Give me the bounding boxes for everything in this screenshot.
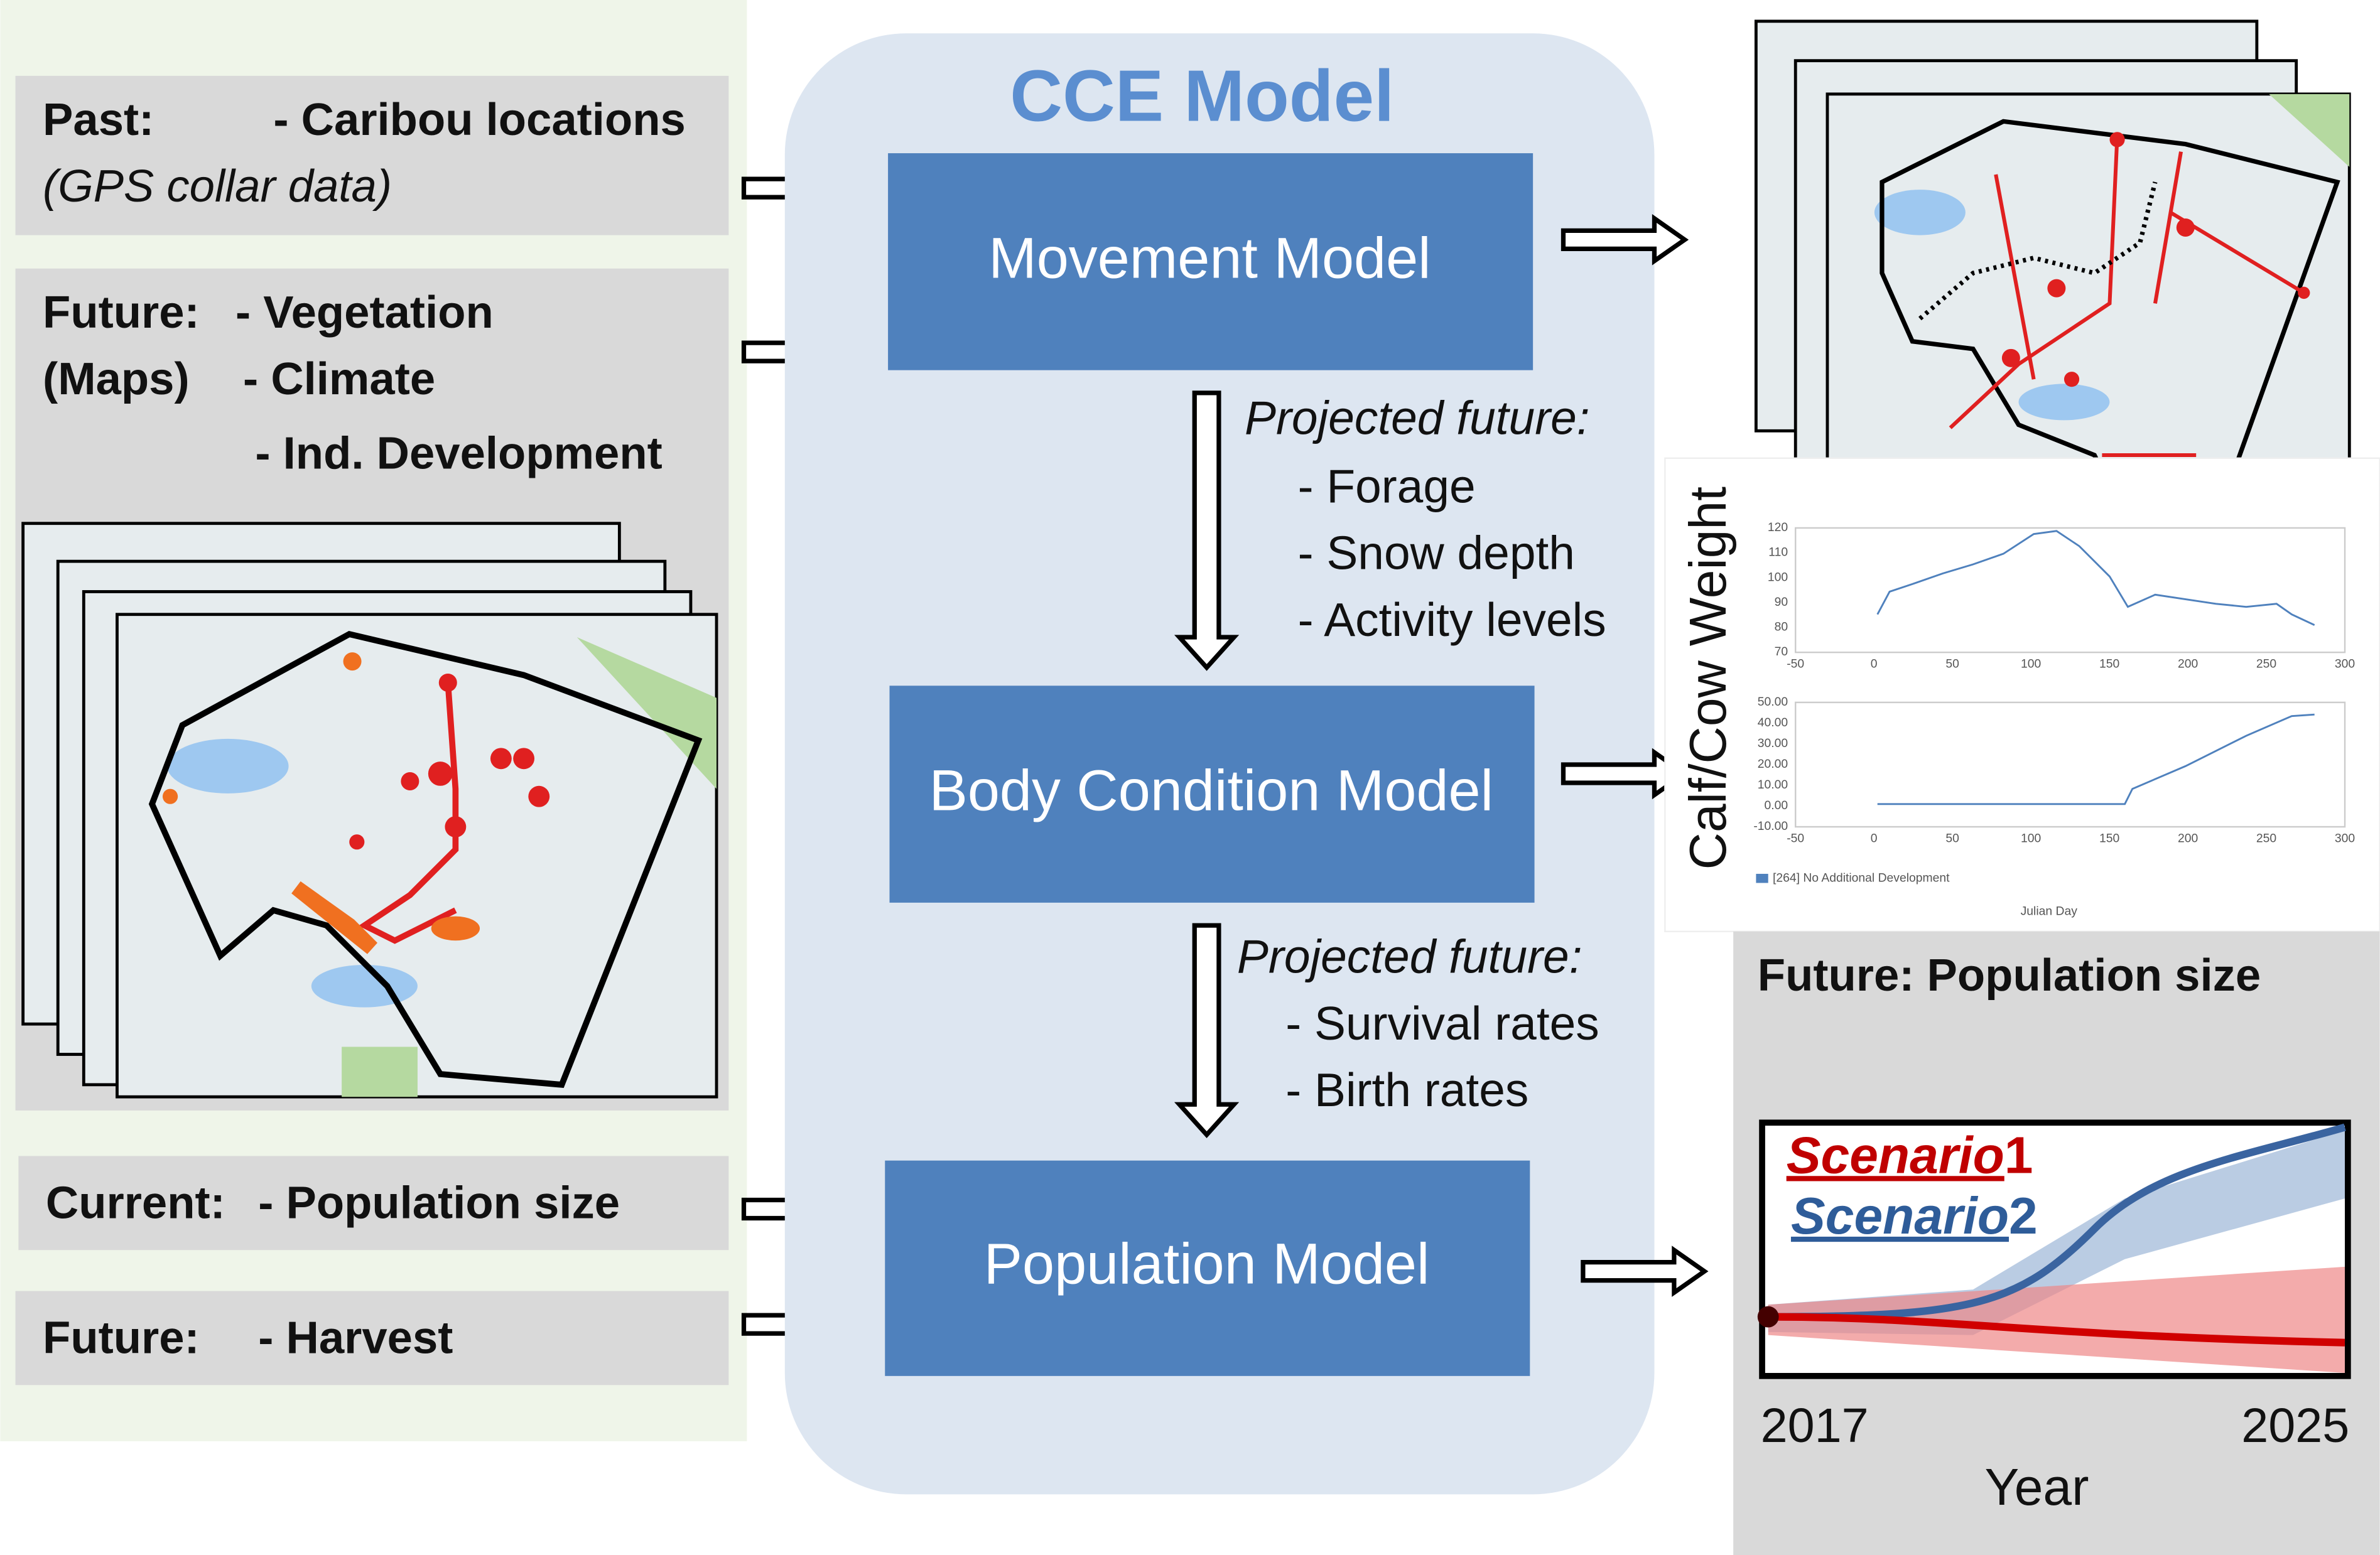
weight-xtick: 300 — [2335, 832, 2355, 845]
future-item: - Climate — [243, 353, 435, 404]
x-end: 2025 — [2241, 1399, 2349, 1453]
weight-bottom-ytick: 40.00 — [1758, 716, 1788, 729]
future-item: - Ind. Development — [255, 428, 662, 479]
projection-heading: Projected future: — [1237, 930, 1582, 982]
weight-top-ytick: 110 — [1768, 546, 1788, 559]
x-start: 2017 — [1761, 1399, 1869, 1453]
movement-maps — [1756, 21, 2349, 507]
scenario-name: Scenario — [1787, 1127, 2004, 1184]
weight-xtick: 0 — [1871, 658, 1878, 671]
weight-xtick: 0 — [1871, 832, 1878, 845]
past-note: (GPS collar data) — [43, 161, 392, 212]
weight-top-ytick: 70 — [1775, 645, 1788, 659]
current-item: - Population size — [258, 1177, 620, 1228]
weight-bottom-ytick: -10.00 — [1753, 820, 1788, 833]
projection-item: - Birth rates — [1285, 1063, 1528, 1116]
diagram: Past: - Caribou locations (GPS collar da… — [0, 0, 2380, 1555]
weight-bottom-ytick: 30.00 — [1758, 737, 1788, 750]
population-title: Future: Population size — [1758, 950, 2261, 1001]
future-item: - Vegetation — [235, 287, 494, 338]
weight-top-ytick: 120 — [1768, 521, 1788, 534]
weight-xtick: 50 — [1945, 658, 1959, 671]
weight-top-ytick: 90 — [1775, 596, 1788, 609]
weight-xtick: 150 — [2099, 658, 2119, 671]
projection-item: - Survival rates — [1285, 997, 1599, 1050]
scenario-label: Scenario2 — [1791, 1188, 2038, 1245]
weight-xtick: 100 — [2021, 832, 2041, 845]
scenario-label: Scenario1 — [1787, 1127, 2033, 1184]
model-title: CCE Model — [1010, 55, 1394, 137]
weight-xtick: 250 — [2256, 832, 2276, 845]
model-box-label: Movement Model — [988, 226, 1431, 290]
past-label: Past: — [43, 94, 154, 145]
population-xlabel: Year — [1984, 1459, 2089, 1516]
start-point — [1758, 1306, 1779, 1328]
weight-xlabel: Julian Day — [2021, 905, 2078, 918]
future-label: Future: — [43, 287, 200, 338]
scenario-name: Scenario — [1791, 1188, 2009, 1245]
weight-ylabel: Calf/Cow Weight — [1680, 487, 1737, 869]
weight-legend: [264] No Additional Development — [1773, 871, 1950, 885]
weight-xtick: 150 — [2099, 832, 2119, 845]
weight-xtick: 300 — [2335, 658, 2355, 671]
weight-xtick: 100 — [2021, 658, 2041, 671]
scenario-number: 1 — [2004, 1127, 2033, 1184]
weight-xtick: 50 — [1945, 832, 1959, 845]
weight-xtick: -50 — [1787, 832, 1804, 845]
past-item: - Caribou locations — [273, 94, 685, 145]
weight-bottom-ytick: 50.00 — [1758, 696, 1788, 709]
model-box-label: Body Condition Model — [929, 759, 1493, 823]
harvest-label: Future: — [43, 1312, 200, 1363]
model-box-label: Population Model — [984, 1232, 1430, 1296]
projection-item: - Snow depth — [1298, 527, 1575, 579]
projection-heading: Projected future: — [1245, 392, 1590, 444]
map-stack — [23, 524, 717, 1097]
projection-item: - Activity levels — [1298, 593, 1606, 646]
scenario-number: 2 — [2009, 1188, 2038, 1245]
weight-top-ytick: 80 — [1775, 621, 1788, 634]
weight-bottom-ytick: 0.00 — [1765, 799, 1788, 812]
weight-xtick: 200 — [2178, 832, 2198, 845]
future-sublabel: (Maps) — [43, 353, 190, 404]
weight-chart: Calf/Cow Weight [264] No Additional Deve… — [1665, 458, 2379, 932]
harvest-item: - Harvest — [258, 1312, 453, 1363]
weight-xtick: 250 — [2256, 658, 2276, 671]
projection-item: - Forage — [1298, 460, 1476, 512]
weight-xtick: 200 — [2178, 658, 2198, 671]
weight-bottom-ytick: 20.00 — [1758, 758, 1788, 771]
weight-top-ytick: 100 — [1768, 571, 1788, 584]
weight-xtick: -50 — [1787, 658, 1804, 671]
weight-bottom-ytick: 10.00 — [1758, 778, 1788, 792]
current-label: Current: — [46, 1177, 225, 1228]
